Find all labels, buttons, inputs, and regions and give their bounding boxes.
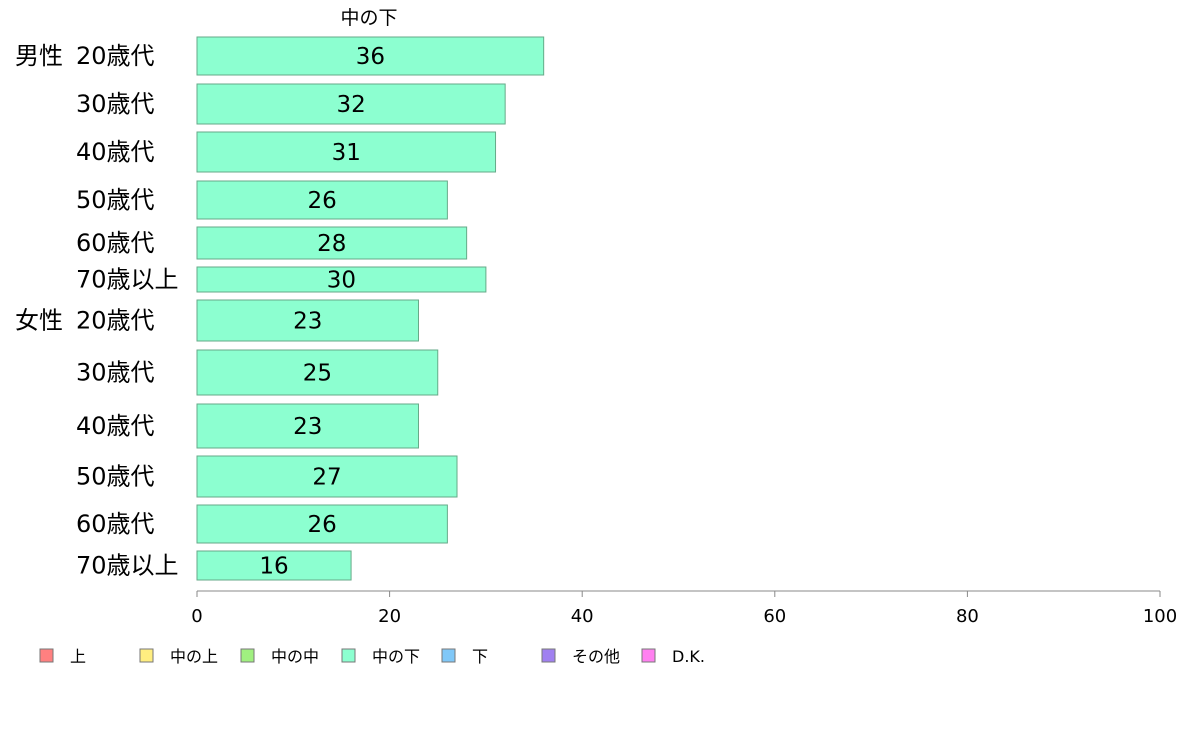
bar-0	[196, 36, 545, 76]
bar-10	[196, 504, 448, 544]
bar-4	[196, 226, 468, 260]
category-label-9: 50歳代	[76, 463, 155, 491]
x-tick-label-4: 80	[956, 606, 979, 627]
bar-value-label-0: 36	[356, 44, 385, 70]
group-label-0: 男性	[15, 42, 63, 70]
legend: 上 中の上 中の中 中の下 下 その他 D.K.	[39, 647, 705, 666]
bar-3	[196, 180, 448, 220]
legend-swatch-3	[341, 648, 356, 663]
legend-label-0: 上	[70, 647, 86, 666]
category-label-7: 30歳代	[76, 359, 155, 387]
chart-title: 中の下	[340, 7, 397, 29]
bar-2	[196, 131, 497, 173]
bar-7	[196, 349, 439, 396]
legend-label-3: 中の下	[372, 647, 420, 666]
bar-value-label-11: 16	[259, 554, 288, 580]
bar-11	[196, 550, 352, 581]
x-tick-label-1: 20	[378, 606, 401, 627]
legend-swatch-6	[641, 648, 656, 663]
legend-swatch-4	[441, 648, 456, 663]
category-label-4: 60歳代	[76, 229, 155, 257]
x-axis: 0 20 40 60 80 100	[191, 590, 1177, 627]
bar-value-label-4: 28	[317, 231, 346, 257]
category-label-2: 40歳代	[76, 138, 155, 166]
legend-swatch-2	[240, 648, 255, 663]
category-label-6: 20歳代	[76, 307, 155, 335]
category-label-3: 50歳代	[76, 186, 155, 214]
category-label-8: 40歳代	[76, 412, 155, 440]
x-tick-label-5: 100	[1143, 606, 1177, 627]
legend-swatch-5	[541, 648, 556, 663]
bar-5	[196, 266, 487, 293]
legend-swatch-1	[139, 648, 154, 663]
legend-label-4: 下	[472, 647, 488, 666]
legend-label-2: 中の中	[271, 647, 319, 666]
x-tick-label-3: 60	[763, 606, 786, 627]
category-label-11: 70歳以上	[76, 552, 179, 580]
legend-swatch-0	[39, 648, 54, 663]
x-tick-label-2: 40	[571, 606, 594, 627]
category-label-10: 60歳代	[76, 510, 155, 538]
legend-label-6: D.K.	[672, 647, 705, 666]
bar-value-label-3: 26	[308, 188, 337, 214]
x-tick-label-0: 0	[191, 606, 202, 627]
bar-value-label-7: 25	[303, 361, 332, 387]
bar-1	[196, 83, 506, 125]
legend-label-1: 中の上	[170, 647, 218, 666]
bar-value-label-1: 32	[336, 92, 365, 118]
bar-value-label-10: 26	[308, 512, 337, 538]
category-label-1: 30歳代	[76, 90, 155, 118]
bar-value-label-9: 27	[312, 465, 341, 491]
group-label-6: 女性	[15, 307, 63, 335]
bar-value-label-2: 31	[332, 140, 361, 166]
bar-9	[196, 455, 458, 498]
bar-8	[196, 403, 419, 449]
bar-value-label-6: 23	[293, 309, 322, 335]
bar-value-label-8: 23	[293, 414, 322, 440]
category-label-0: 20歳代	[76, 42, 155, 70]
bar-6	[196, 299, 419, 342]
category-label-5: 70歳以上	[76, 266, 179, 294]
legend-label-5: その他	[572, 647, 620, 666]
bar-value-label-5: 30	[327, 268, 356, 294]
